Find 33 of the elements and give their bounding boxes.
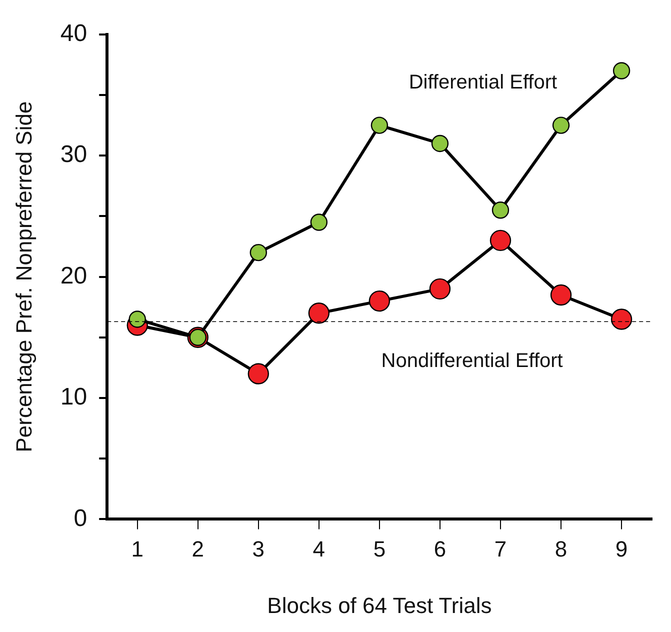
point [368, 290, 390, 312]
x-tick-label: 2 [192, 536, 204, 562]
point [431, 134, 449, 152]
point [429, 278, 451, 300]
point [308, 302, 330, 324]
point [248, 363, 269, 384]
series-label: Nondifferential Effort [381, 350, 564, 372]
y-tick-label: 10 [60, 384, 88, 411]
series-label: Differential Effort [408, 71, 558, 94]
y-tick-label: 30 [60, 141, 88, 168]
x-tick-label: 7 [494, 536, 507, 562]
y-tick-label: 40 [60, 20, 88, 48]
point [490, 230, 512, 252]
point [492, 202, 510, 219]
point [128, 310, 146, 328]
point [550, 284, 572, 306]
x-tick-label: 3 [252, 536, 265, 562]
x-tick-label: 9 [615, 536, 628, 562]
point [310, 214, 328, 231]
point [370, 116, 388, 134]
y-axis-title: Percentage Pref. Nonpreferred Side [11, 101, 36, 452]
y-tick-label: 20 [60, 262, 88, 290]
point [610, 308, 632, 330]
x-tick-label: 4 [312, 536, 326, 562]
point [612, 62, 630, 80]
x-tick-label: 8 [554, 536, 568, 562]
point [250, 244, 267, 262]
x-tick-label: 1 [131, 536, 144, 562]
x-axis-title: Blocks of 64 Test Trials [267, 592, 492, 618]
point [552, 116, 570, 134]
y-tick-label: 0 [74, 504, 88, 532]
x-tick-label: 6 [434, 536, 446, 562]
x-tick-label: 5 [373, 536, 386, 562]
